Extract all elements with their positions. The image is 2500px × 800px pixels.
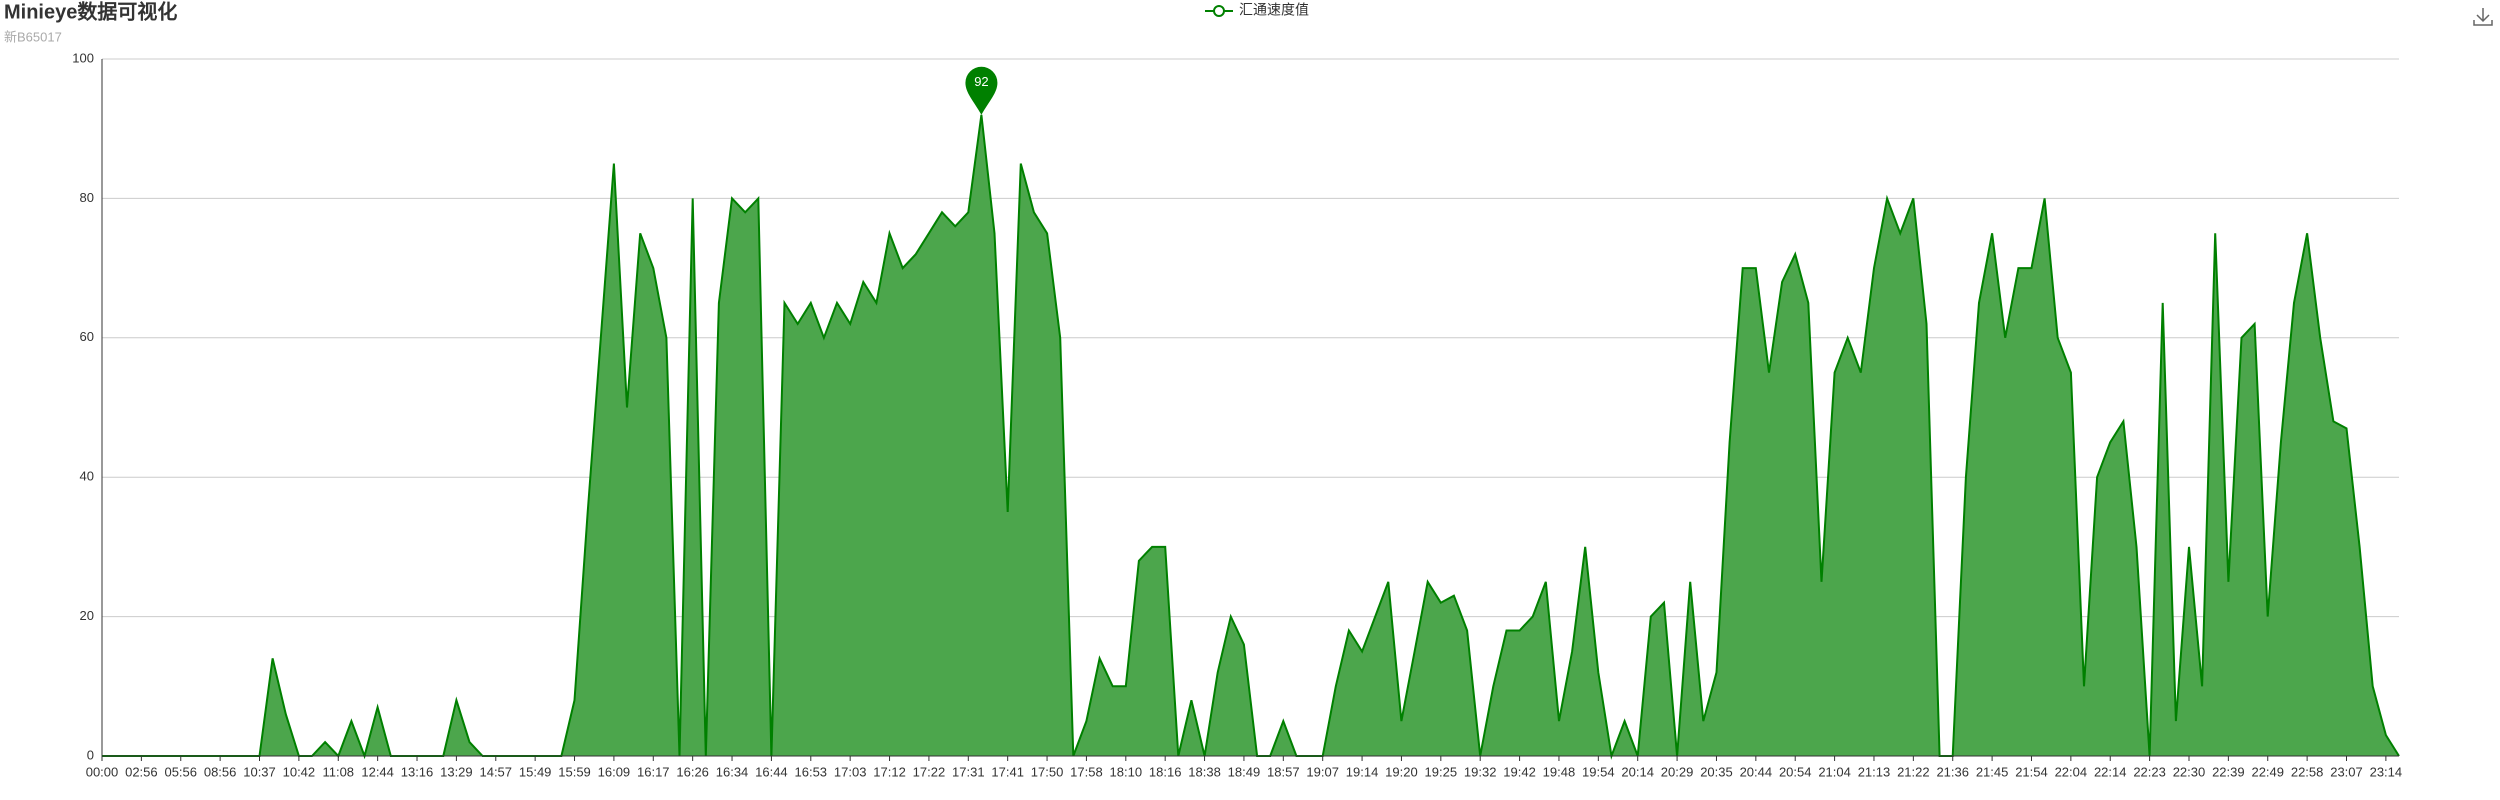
x-tick-label: 17:50 <box>1031 764 1064 779</box>
x-tick-label: 19:42 <box>1503 764 1536 779</box>
x-tick-label: 16:44 <box>755 764 788 779</box>
x-tick-label: 13:16 <box>401 764 434 779</box>
y-tick-label: 80 <box>80 190 94 205</box>
y-tick-label: 0 <box>87 747 94 762</box>
x-tick-label: 22:23 <box>2133 764 2166 779</box>
x-tick-label: 10:42 <box>283 764 316 779</box>
x-tick-label: 17:22 <box>913 764 946 779</box>
x-tick-label: 21:13 <box>1858 764 1891 779</box>
x-tick-label: 22:58 <box>2291 764 2324 779</box>
x-tick-label: 19:54 <box>1582 764 1615 779</box>
x-tick-label: 16:26 <box>676 764 709 779</box>
x-tick-label: 22:14 <box>2094 764 2127 779</box>
x-tick-label: 19:20 <box>1385 764 1418 779</box>
x-tick-label: 19:32 <box>1464 764 1497 779</box>
x-tick-label: 18:57 <box>1267 764 1300 779</box>
y-tick-label: 100 <box>72 50 94 65</box>
x-tick-label: 23:14 <box>2370 764 2403 779</box>
chart-title: Minieye数据可视化 <box>4 0 177 23</box>
max-label: 92 <box>974 74 988 89</box>
x-tick-label: 19:48 <box>1543 764 1576 779</box>
x-tick-label: 00:00 <box>86 764 119 779</box>
x-tick-label: 18:16 <box>1149 764 1182 779</box>
legend-label: 汇通速度值 <box>1239 2 1309 18</box>
x-tick-label: 17:03 <box>834 764 867 779</box>
x-tick-label: 20:54 <box>1779 764 1812 779</box>
x-tick-label: 18:38 <box>1188 764 1221 779</box>
x-tick-label: 20:14 <box>1621 764 1654 779</box>
x-tick-label: 19:07 <box>1306 764 1339 779</box>
y-tick-label: 20 <box>80 608 94 623</box>
max-pin <box>965 66 998 115</box>
x-tick-label: 23:07 <box>2330 764 2363 779</box>
x-tick-label: 21:04 <box>1818 764 1851 779</box>
x-tick-label: 05:56 <box>164 764 197 779</box>
x-tick-label: 22:04 <box>2055 764 2088 779</box>
download-icon[interactable] <box>2473 8 2493 26</box>
x-tick-label: 11:08 <box>322 764 354 779</box>
y-tick-label: 60 <box>80 329 94 344</box>
x-tick-label: 17:31 <box>952 764 985 779</box>
x-tick-label: 18:10 <box>1110 764 1143 779</box>
x-tick-label: 20:29 <box>1661 764 1694 779</box>
x-tick-label: 17:41 <box>991 764 1024 779</box>
x-tick-label: 16:53 <box>795 764 828 779</box>
x-tick-label: 20:44 <box>1740 764 1773 779</box>
y-tick-label: 40 <box>80 469 94 484</box>
x-tick-label: 12:44 <box>361 764 394 779</box>
x-tick-label: 15:59 <box>558 764 591 779</box>
x-tick-label: 14:57 <box>479 764 512 779</box>
x-tick-label: 22:49 <box>2251 764 2284 779</box>
x-tick-label: 17:12 <box>873 764 906 779</box>
x-tick-label: 22:39 <box>2212 764 2245 779</box>
x-tick-label: 17:58 <box>1070 764 1103 779</box>
x-tick-label: 08:56 <box>204 764 237 779</box>
legend-symbol <box>1213 5 1225 17</box>
x-tick-label: 21:22 <box>1897 764 1930 779</box>
x-tick-label: 21:36 <box>1936 764 1969 779</box>
x-tick-label: 21:45 <box>1976 764 2009 779</box>
area <box>102 114 2399 757</box>
x-tick-label: 16:34 <box>716 764 749 779</box>
x-tick-label: 22:30 <box>2173 764 2206 779</box>
chart-subtitle: 新B65017 <box>4 29 62 44</box>
x-tick-label: 18:49 <box>1228 764 1261 779</box>
x-tick-label: 21:54 <box>2015 764 2048 779</box>
x-tick-label: 02:56 <box>125 764 158 779</box>
x-tick-label: 20:35 <box>1700 764 1733 779</box>
x-tick-label: 13:29 <box>440 764 473 779</box>
x-tick-label: 16:09 <box>598 764 631 779</box>
x-tick-label: 10:37 <box>243 764 276 779</box>
x-tick-label: 15:49 <box>519 764 552 779</box>
x-tick-label: 19:25 <box>1425 764 1458 779</box>
x-tick-label: 16:17 <box>637 764 670 779</box>
download-glyph[interactable] <box>2473 8 2493 26</box>
x-tick-label: 19:14 <box>1346 764 1379 779</box>
